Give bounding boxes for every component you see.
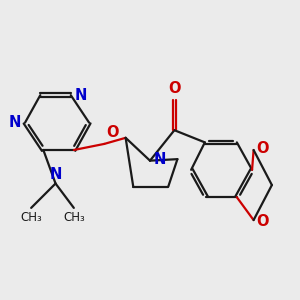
Text: N: N [74, 88, 87, 103]
Text: O: O [256, 141, 268, 156]
Text: N: N [154, 152, 166, 166]
Text: O: O [256, 214, 268, 229]
Text: N: N [50, 167, 62, 182]
Text: O: O [106, 125, 118, 140]
Text: CH₃: CH₃ [63, 211, 85, 224]
Text: CH₃: CH₃ [20, 211, 42, 224]
Text: N: N [9, 115, 21, 130]
Text: O: O [168, 81, 181, 96]
